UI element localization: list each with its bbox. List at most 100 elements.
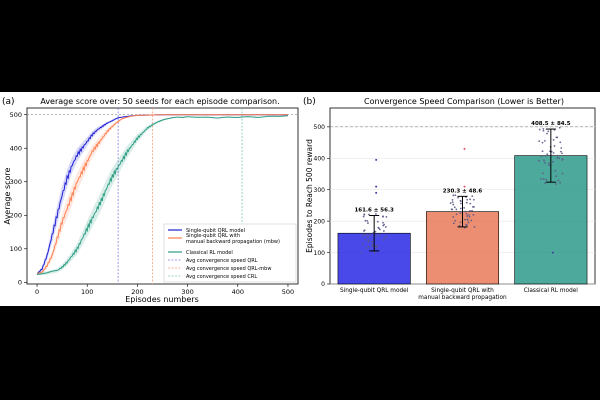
legend-box — [163, 223, 297, 283]
sample-point — [542, 178, 545, 180]
panel-a-title: Average score over: 50 seeds for each ep… — [40, 97, 279, 106]
sample-point — [465, 201, 468, 204]
sample-point — [468, 214, 470, 216]
legend-label-mbw-line: Single-qubit QRL with — [186, 233, 240, 239]
sample-point — [544, 182, 547, 185]
figure: (a) Average score over: 50 seeds for eac… — [0, 92, 600, 306]
sample-point — [464, 210, 467, 213]
sample-point — [538, 159, 540, 162]
sample-point — [466, 198, 469, 201]
sample-point — [367, 240, 370, 243]
sample-point — [459, 200, 462, 203]
x-tick-label: 0 — [35, 288, 39, 296]
x-tick-label: 300 — [181, 288, 193, 296]
outlier-point — [375, 185, 378, 188]
sample-point — [364, 219, 367, 222]
legend-label-mbw-line: manual backward propagation (mbw) — [186, 239, 280, 245]
sample-point — [451, 201, 454, 204]
sample-point — [550, 154, 553, 157]
sample-point — [371, 245, 374, 248]
sample-point — [466, 215, 469, 217]
sample-point — [542, 129, 545, 132]
sample-point — [466, 224, 468, 227]
sample-point — [371, 240, 374, 243]
y-tick-label: 200 — [10, 211, 22, 219]
sample-point — [561, 172, 564, 175]
sample-point — [367, 239, 370, 242]
sample-point — [552, 139, 555, 141]
sample-point — [464, 218, 466, 221]
sample-point — [376, 220, 379, 223]
sample-point — [538, 140, 541, 143]
sample-point — [369, 234, 372, 236]
sample-point — [561, 152, 563, 155]
sample-point — [543, 161, 546, 164]
sample-point — [382, 238, 385, 241]
sample-point — [552, 160, 554, 163]
sample-point — [385, 215, 388, 218]
series-line-1 — [36, 114, 288, 275]
sample-point — [362, 234, 364, 237]
sample-point — [555, 183, 557, 185]
bar-value-label-1: 230.3 ± 48.6 — [443, 188, 483, 194]
sample-point — [382, 230, 385, 232]
sample-point — [459, 207, 462, 210]
outlier-point — [375, 158, 378, 161]
sample-point — [374, 230, 377, 233]
sample-point — [557, 179, 560, 182]
legend-label-qrl: Single-qubit QRL model — [186, 228, 245, 234]
sample-point — [473, 198, 475, 201]
sample-point — [365, 247, 368, 250]
sample-point — [457, 196, 459, 199]
y-tick-label: 100 — [314, 250, 326, 257]
panel-b-label: (b) — [303, 97, 316, 107]
figure-canvas: (a) Average score over: 50 seeds for eac… — [2, 97, 596, 304]
panel-a-ylabel: Average score — [3, 167, 12, 224]
sample-point — [455, 213, 458, 216]
sample-point — [541, 150, 544, 153]
sample-point — [385, 235, 388, 238]
bar-value-label-2: 408.5 ± 84.5 — [531, 121, 571, 127]
panel-a-legend: Single-qubit QRL model Single-qubit QRL … — [163, 223, 297, 283]
x-tick-label: 500 — [282, 288, 294, 296]
sample-point — [449, 202, 452, 205]
sample-point — [382, 221, 384, 224]
sample-point — [452, 203, 455, 206]
sample-point — [452, 216, 455, 218]
panel-b-title: Convergence Speed Comparison (Lower is B… — [364, 97, 564, 106]
sample-point — [383, 237, 386, 240]
sample-point — [373, 251, 376, 254]
sample-point — [455, 208, 458, 211]
sample-point — [452, 194, 455, 197]
sample-point — [545, 178, 548, 181]
sample-point — [559, 141, 562, 144]
sample-point — [450, 208, 453, 211]
category-label-2: Classical RL model — [524, 288, 579, 294]
sample-point — [560, 147, 563, 149]
sample-point — [465, 212, 468, 215]
sample-point — [377, 226, 380, 229]
sample-point — [556, 154, 559, 157]
sample-point — [470, 219, 473, 222]
sample-point — [382, 215, 384, 218]
sample-point — [472, 213, 475, 216]
outlier-point — [375, 191, 378, 194]
x-tick-label: 400 — [232, 288, 244, 296]
sample-point — [471, 195, 474, 198]
sample-point — [558, 126, 561, 129]
sample-point — [366, 235, 369, 238]
y-tick-label: 0 — [18, 279, 22, 287]
legend-label-crl: Classical RL model — [186, 250, 233, 256]
category-label-line: Classical RL model — [524, 288, 579, 294]
sample-point — [556, 156, 559, 159]
legend-label-vline-crl: Avg convergence speed CRL — [186, 274, 257, 280]
panel-a-chart: (a) Average score over: 50 seeds for eac… — [2, 97, 299, 304]
sample-point — [460, 202, 462, 205]
sample-point — [469, 209, 471, 212]
series-line-2 — [36, 115, 289, 275]
sample-point — [451, 198, 454, 201]
sample-point — [360, 251, 363, 254]
category-label-line: Single-qubit QRL with — [431, 288, 494, 294]
sample-point — [547, 130, 550, 133]
sample-point — [375, 213, 377, 215]
